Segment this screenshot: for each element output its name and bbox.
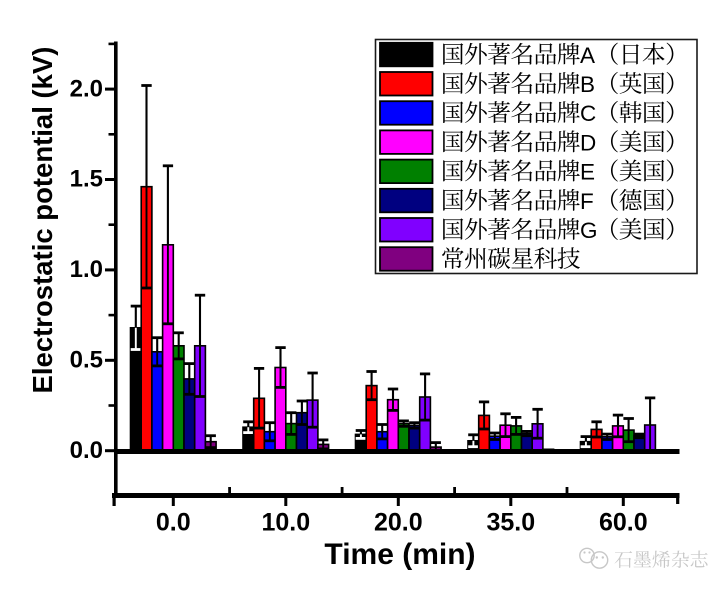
svg-text:D: D bbox=[580, 130, 596, 155]
svg-text:2.0: 2.0 bbox=[70, 75, 103, 102]
svg-text:F: F bbox=[580, 189, 594, 214]
svg-text:10.0: 10.0 bbox=[261, 509, 310, 537]
svg-text:C: C bbox=[580, 101, 596, 126]
svg-text:1.0: 1.0 bbox=[70, 256, 103, 283]
svg-text:0.0: 0.0 bbox=[70, 437, 103, 464]
svg-text:Electrostatic potential (kV): Electrostatic potential (kV) bbox=[27, 47, 58, 394]
svg-text:20.0: 20.0 bbox=[374, 509, 423, 537]
svg-text:1.5: 1.5 bbox=[70, 166, 103, 193]
svg-text:35.0: 35.0 bbox=[486, 509, 535, 537]
svg-text:A: A bbox=[580, 43, 595, 68]
svg-text:B: B bbox=[580, 72, 595, 97]
svg-text:60.0: 60.0 bbox=[599, 509, 648, 537]
svg-text:G: G bbox=[580, 218, 598, 243]
svg-text:Time (min): Time (min) bbox=[324, 538, 475, 571]
svg-text:0.0: 0.0 bbox=[156, 509, 191, 537]
svg-text:0.5: 0.5 bbox=[70, 347, 103, 374]
svg-text:E: E bbox=[580, 160, 595, 185]
